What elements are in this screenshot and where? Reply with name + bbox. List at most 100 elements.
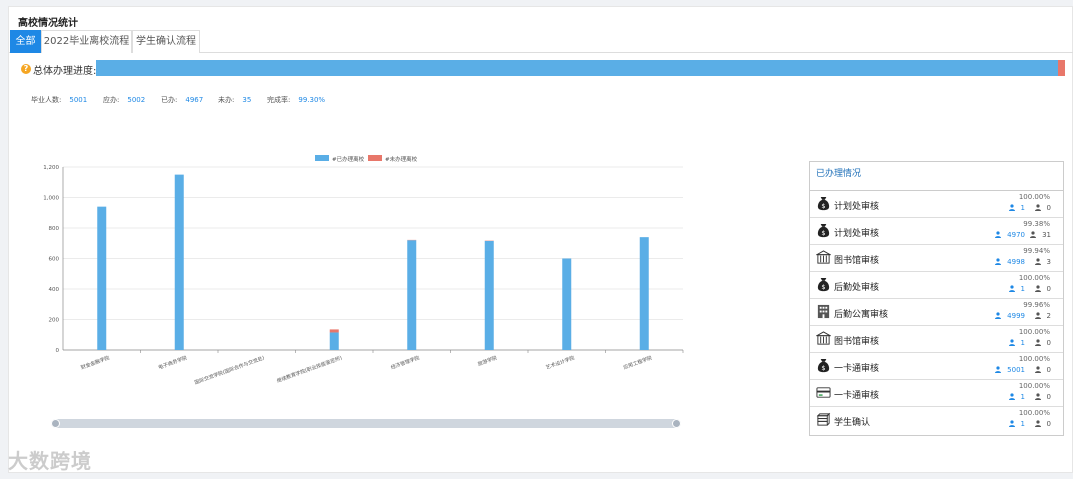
row-percent: 99.96% [1023, 301, 1050, 309]
scroll-handle-right[interactable] [672, 419, 681, 428]
person-icon [1034, 393, 1047, 401]
row-percent: 99.38% [1023, 220, 1050, 228]
row-name: 后勤公寓审核 [834, 310, 889, 320]
money-bag-icon: $ [816, 358, 831, 373]
money-bag-icon: $ [816, 277, 831, 292]
status-row: $ 后勤处审核 100.00% 1 0 [810, 272, 1063, 299]
status-row: 后勤公寓审核 99.96% 4999 2 [810, 299, 1063, 326]
stats-panel: 高校情况统计 全部 2022毕业离校流程 学生确认流程 ? 总体办理进度: 毕业… [8, 6, 1073, 473]
progress-label: 总体办理进度: [33, 66, 97, 77]
person-icon [995, 258, 1007, 266]
legend-label: #已办理离校 [332, 155, 365, 163]
svg-text:$: $ [821, 364, 825, 372]
svg-text:$: $ [821, 229, 825, 237]
row-name: 图书馆审核 [834, 256, 880, 266]
library-icon [815, 331, 832, 346]
row-percent: 100.00% [1018, 193, 1050, 201]
row-undone-count: 0 [1034, 204, 1051, 212]
person-icon [1034, 204, 1047, 212]
bar [329, 332, 339, 350]
row-done-count: 1 [1008, 393, 1025, 401]
row-undone-count: 3 [1034, 258, 1051, 266]
watermark-text: 大数跨境 [8, 449, 92, 473]
row-undone-count: 2 [1034, 312, 1051, 320]
chart-scrollbar[interactable] [51, 419, 681, 428]
overall-progress: ? 总体办理进度: [19, 60, 1073, 78]
person-icon [1034, 285, 1047, 293]
progress-bar [96, 60, 1065, 76]
person-icon [1008, 393, 1021, 401]
watermark-logo: 大数跨境 [8, 445, 92, 474]
y-tick-label: 800 [49, 226, 60, 232]
y-tick-label: 0 [56, 348, 60, 354]
x-tick-label: 艺术设计学院 [545, 354, 576, 371]
x-tick-label: 电子商务学院 [157, 354, 188, 371]
person-icon [1034, 312, 1047, 320]
row-percent: 99.94% [1023, 247, 1050, 255]
tab-student-confirm[interactable]: 学生确认流程 [132, 30, 200, 53]
row-undone-count: 0 [1034, 366, 1051, 374]
status-row: 学生确认 100.00% 1 0 [810, 407, 1063, 434]
legend-label: #未办理离校 [385, 155, 418, 163]
bar-chart: #已办理离校 #未办理离校 0 200 400 600 800 1,000 1,200 财金金融学… [23, 147, 693, 447]
row-name: 一卡通审核 [834, 364, 880, 374]
x-tick-label: 旅游学院 [477, 354, 498, 367]
progress-bar-fill [96, 60, 1059, 76]
x-tick-label: 经济管理学院 [390, 354, 421, 371]
tab-all[interactable]: 全部 [10, 30, 41, 53]
status-row: 图书馆审核 99.94% 4998 3 [810, 245, 1063, 272]
y-tick-label: 400 [49, 287, 60, 293]
books-icon [816, 412, 831, 427]
status-row: $ 计划处审核 99.38% 4970 31 [810, 218, 1063, 245]
row-name: 计划处审核 [834, 202, 880, 212]
row-undone-count: 0 [1034, 285, 1051, 293]
bar [562, 258, 572, 350]
person-icon [995, 312, 1007, 320]
x-tick-label: 国际交流学院(国际合作与交流处) [194, 354, 266, 386]
row-done-count: 1 [1008, 339, 1025, 347]
y-tick-label: 1,200 [43, 165, 59, 171]
x-tick-label: 继续教育学院(职业技能鉴定所) [276, 354, 343, 384]
status-row: 一卡通审核 100.00% 1 0 [810, 380, 1063, 407]
row-percent: 100.00% [1018, 328, 1050, 336]
bar [407, 240, 417, 350]
money-bag-icon: $ [816, 196, 831, 211]
bar [97, 206, 107, 350]
scroll-handle-left[interactable] [51, 419, 60, 428]
person-icon [995, 366, 1007, 374]
building-icon [816, 304, 831, 319]
row-done-count: 4999 [995, 312, 1025, 320]
bar [484, 240, 494, 350]
row-done-count: 1 [1008, 204, 1025, 212]
stat-undone: 未办: 35 [218, 96, 252, 104]
row-name: 学生确认 [834, 418, 871, 428]
person-icon [1034, 366, 1047, 374]
library-icon [815, 250, 832, 265]
row-undone-count: 0 [1034, 420, 1051, 428]
row-name: 计划处审核 [834, 229, 880, 239]
question-icon[interactable]: ? [21, 64, 31, 74]
row-name: 图书馆审核 [834, 337, 880, 347]
y-tick-label: 600 [49, 257, 60, 263]
row-percent: 100.00% [1018, 274, 1050, 282]
person-icon [1008, 285, 1021, 293]
person-icon [1008, 204, 1021, 212]
row-percent: 100.00% [1018, 409, 1050, 417]
bar [174, 174, 184, 350]
status-row: $ 一卡通审核 100.00% 5001 0 [810, 353, 1063, 380]
processed-status-panel: 已办理情况 $ 计划处审核 100.00% 1 0 $ 计划处审核 99.38% 4970 31 图… [809, 161, 1064, 436]
row-done-count: 4998 [995, 258, 1025, 266]
person-icon [995, 231, 1007, 239]
row-done-count: 1 [1008, 420, 1025, 428]
money-bag-icon: $ [816, 223, 831, 238]
stat-graduates: 毕业人数: 5001 [31, 96, 88, 104]
bar [639, 237, 649, 350]
row-undone-count: 0 [1034, 393, 1051, 401]
x-tick-label: 财金金融学院 [80, 354, 111, 371]
person-icon [1008, 339, 1021, 347]
status-row: $ 计划处审核 100.00% 1 0 [810, 191, 1063, 218]
tab-graduation-process[interactable]: 2022毕业离校流程 [41, 30, 132, 53]
row-done-count: 4970 [995, 231, 1025, 239]
row-name: 后勤处审核 [834, 283, 880, 293]
row-name: 一卡通审核 [834, 391, 880, 401]
